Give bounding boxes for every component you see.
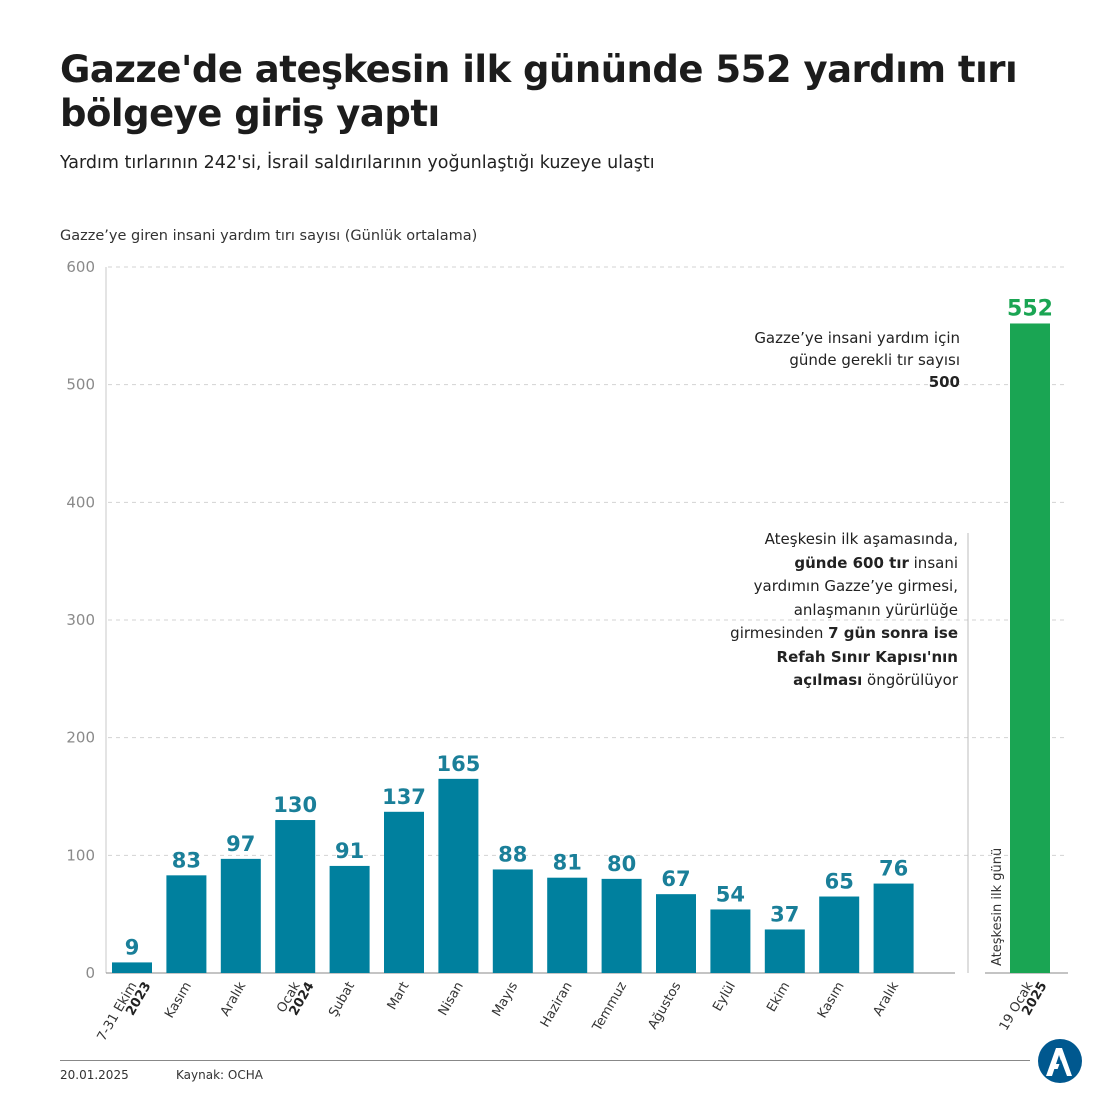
highlight-bar (1010, 323, 1050, 974)
bar-value-label: 97 (226, 832, 255, 856)
bar (656, 894, 696, 973)
required-note-line-2: günde gerekli tır sayısı (789, 351, 960, 369)
bar-value-label: 83 (172, 848, 201, 872)
page-subtitle: Yardım tırlarının 242'si, İsrail saldırı… (60, 153, 655, 173)
x-tick-label: Haziran (538, 980, 576, 1031)
ceasefire-note-line-5-bold: 7 gün sonra ise (828, 624, 958, 642)
bar (329, 865, 370, 973)
bar (710, 909, 751, 973)
ceasefire-note: Ateşkesin ilk aşamasında, günde 600 tır … (668, 528, 958, 693)
x-tick-label: Nisan (436, 980, 467, 1019)
bar (819, 896, 860, 973)
ceasefire-note-line-7-rest: öngörülüyor (862, 671, 958, 689)
x-tick-label: Mart (385, 980, 413, 1013)
publish-date: 20.01.2025 (60, 1068, 129, 1082)
bar (220, 858, 261, 973)
bar (601, 878, 642, 973)
bar (764, 929, 805, 973)
ceasefire-note-line-3: yardımın Gazze’ye girmesi, (753, 577, 958, 595)
aa-logo-icon (1037, 1038, 1083, 1088)
bar-value-label: 137 (382, 785, 426, 809)
y-tick-label: 200 (66, 729, 95, 747)
ceasefire-note-line-2-rest: insani (908, 553, 958, 572)
y-tick-label: 300 (66, 611, 95, 629)
bar-value-label: 91 (335, 839, 364, 863)
bar (166, 875, 207, 973)
ceasefire-note-line-1: Ateşkesin ilk aşamasında, (764, 530, 958, 548)
x-tick-label: Mayıs (490, 979, 522, 1019)
x-tick-label: Temmuz (590, 979, 631, 1034)
y-tick-label: 600 (66, 258, 95, 276)
x-tick-label: Ekim (764, 980, 793, 1015)
ceasefire-note-line-4: anlaşmanın yürürlüğe (793, 600, 958, 619)
page-title: Gazze'de ateşkesin ilk gününde 552 yardı… (60, 48, 1060, 136)
bar (873, 883, 914, 973)
ceasefire-note-line-7-bold: açılması (793, 671, 863, 689)
bar-value-label: 80 (607, 852, 636, 876)
bar-value-label: 81 (553, 851, 582, 875)
y-tick-label: 0 (85, 964, 95, 982)
bar-value-label: 65 (825, 870, 854, 894)
bar-value-label: 88 (498, 842, 527, 866)
y-tick-label: 400 (66, 493, 95, 511)
required-note-line-1: Gazze’ye insani yardım için (754, 329, 960, 347)
x-tick-label: Aralık (218, 979, 250, 1019)
bar-value-label: 9 (125, 935, 140, 959)
ceasefire-note-line-2-bold: günde 600 tır (794, 553, 909, 572)
title-line-2: bölgeye giriş yaptı (60, 92, 440, 135)
bar-value-label: 54 (716, 882, 745, 906)
bar-value-label: 130 (273, 793, 317, 817)
bar-value-label: 165 (436, 752, 480, 776)
bar (438, 778, 479, 973)
bar-value-label: 67 (661, 867, 690, 891)
source-label: Kaynak: OCHA (176, 1068, 263, 1082)
bar-value-label: 76 (879, 857, 908, 881)
ceasefire-note-line-5-pre: girmesinden (730, 624, 829, 642)
y-axis-label: Gazze’ye giren insani yardım tırı sayısı… (60, 228, 478, 244)
y-tick-label: 100 (66, 846, 95, 864)
ceasefire-note-line-6-bold: Refah Sınır Kapısı'nın (776, 647, 958, 666)
required-trucks-note: Gazze’ye insani yardım için günde gerekl… (660, 327, 960, 393)
x-tick-label: Kasım (815, 980, 848, 1022)
footer-divider (60, 1060, 1030, 1061)
y-tick-label: 500 (66, 376, 95, 394)
bar (275, 820, 316, 973)
bar (492, 869, 533, 973)
x-tick-label: Aralık (871, 979, 903, 1019)
ceasefire-day-label: Ateşkesin ilk günü (990, 847, 1005, 966)
highlight-value-label: 552 (1007, 296, 1053, 321)
x-tick-label: Kasım (162, 980, 195, 1022)
bar (384, 811, 424, 973)
x-tick-label: Şubat (326, 980, 358, 1020)
x-tick-label: Eylül (710, 980, 739, 1015)
x-tick-label: Ağustos (645, 979, 684, 1032)
bar (112, 962, 152, 973)
required-note-value: 500 (928, 373, 960, 391)
bar (547, 877, 588, 973)
title-line-1: Gazze'de ateşkesin ilk gününde 552 yardı… (60, 48, 1018, 91)
bar-value-label: 37 (770, 902, 799, 926)
